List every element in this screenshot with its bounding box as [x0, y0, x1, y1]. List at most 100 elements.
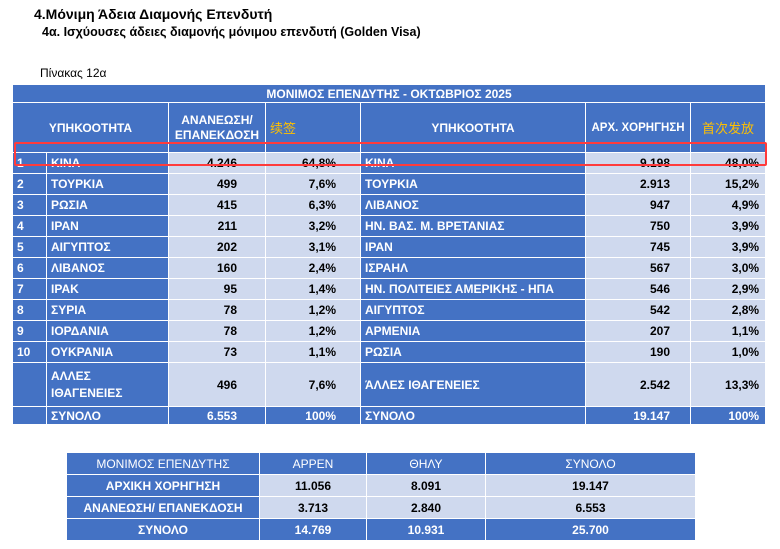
renewal-value: 78 — [168, 320, 266, 342]
country-right: ΗΝ. ΠΟΛΙΤΕΙΕΣ ΑΜΕΡΙΚΗΣ - ΗΠΑ — [360, 278, 586, 300]
country-right: ΤΟΥΡΚΙΑ — [360, 173, 586, 195]
summary-table: ΜΟΝΙΜΟΣ ΕΠΕΝΔΥΤΗΣ ΑΡΡΕΝ ΘΗΛΥ ΣΥΝΟΛΟ ΑΡΧΙ… — [66, 452, 696, 541]
renewal-value: 211 — [168, 215, 266, 237]
renewal-pct: 3,2% — [265, 215, 361, 237]
country-right: ΙΣΡΑΗΛ — [360, 257, 586, 279]
rank-cell: 1 — [12, 152, 47, 174]
rank-cell: 3 — [12, 194, 47, 216]
table-title: ΜΟΝΙΜΟΣ ΕΠΕΝΔΥΤΗΣ - ΟΚΤΩΒΡΙΟΣ 2025 — [11, 84, 767, 103]
renewal-pct: 3,1% — [265, 236, 361, 258]
section-heading: 4.Μόνιμη Άδεια Διαμονής Επενδυτή — [34, 6, 273, 22]
country-left: ΑΙΓΥΠΤΟΣ — [46, 236, 169, 258]
initial-pct: 48,0% — [689, 152, 767, 174]
initial-value: 9.198 — [585, 152, 691, 174]
summary-cell-male: 11.056 — [259, 474, 367, 497]
initial-value: 190 — [585, 341, 691, 363]
table-row: 2 ΤΟΥΡΚΙΑ 499 7,6% ΤΟΥΡΚΙΑ 2.913 15,2% — [12, 173, 767, 195]
renewal-pct: 1,2% — [265, 320, 361, 342]
table-caption: Πίνακας 12α — [40, 66, 107, 80]
others-label-right: ΆΛΛΕΣ ΙΘΑΓΕΝΕΙΕΣ — [360, 362, 586, 407]
renewal-pct: 1,4% — [265, 278, 361, 300]
country-right: ΚΙΝΑ — [360, 152, 586, 174]
country-left: ΣΥΡΙΑ — [46, 299, 169, 321]
table-row: 9 ΙΟΡΔΑΝΙΑ 78 1,2% ΑΡΜΕΝΙΑ 207 1,1% — [12, 320, 767, 342]
renewal-pct: 1,2% — [265, 299, 361, 321]
summary-header: ΜΟΝΙΜΟΣ ΕΠΕΝΔΥΤΗΣ — [66, 452, 260, 475]
initial-pct: 3,9% — [689, 215, 767, 237]
summary-cell-total: 25.700 — [485, 518, 696, 541]
renewal-value: 95 — [168, 278, 266, 300]
header-nationality-right: ΥΠΗΚΟΟΤΗΤΑ — [360, 102, 586, 153]
table-row: 3 ΡΩΣΙΑ 415 6,3% ΛΙΒΑΝΟΣ 947 4,9% — [12, 194, 767, 216]
renewal-value: 78 — [168, 299, 266, 321]
renewal-value: 160 — [168, 257, 266, 279]
initial-zh-annotation: 首次发放 — [702, 122, 755, 137]
initial-pct: 1,1% — [689, 320, 767, 342]
others-label-left: ΑΛΛΕΣ ΙΘΑΓΕΝΕΙΕΣ — [46, 362, 169, 407]
initial-pct: 2,9% — [689, 278, 767, 300]
country-right: ΙΡΑΝ — [360, 236, 586, 258]
initial-value: 567 — [585, 257, 691, 279]
summary-header: ΣΥΝΟΛΟ — [485, 452, 696, 475]
initial-pct: 4,9% — [689, 194, 767, 216]
rank-cell: 7 — [12, 278, 47, 300]
others-initial-pct: 13,3% — [689, 362, 767, 407]
summary-row-label: ΣΥΝΟΛΟ — [66, 518, 260, 541]
total-label-right: ΣΥΝΟΛΟ — [360, 406, 586, 425]
total-initial-pct: 100% — [689, 406, 767, 425]
summary-cell-total: 19.147 — [485, 474, 696, 497]
country-right: ΛΙΒΑΝΟΣ — [360, 194, 586, 216]
summary-cell-female: 2.840 — [366, 496, 486, 519]
initial-pct: 3,0% — [689, 257, 767, 279]
initial-value: 542 — [585, 299, 691, 321]
rank-cell — [12, 362, 47, 407]
summary-cell-total: 6.553 — [485, 496, 696, 519]
table-row: 4 ΙΡΑΝ 211 3,2% ΗΝ. ΒΑΣ. Μ. ΒΡΕΤΑΝΙΑΣ 750 3,9% — [12, 215, 767, 237]
header-nationality-left: ΥΠΗΚΟΟΤΗΤΑ — [12, 102, 169, 153]
initial-value: 750 — [585, 215, 691, 237]
country-left: ΙΡΑΝ — [46, 215, 169, 237]
section-subheading: 4α. Ισχύουσες άδειες διαμονής μόνιμου επ… — [42, 25, 421, 39]
renewal-pct: 64,8% — [265, 152, 361, 174]
summary-row-label: ΑΡΧΙΚΗ ΧΟΡΗΓΗΣΗ — [66, 474, 260, 497]
rank-cell: 6 — [12, 257, 47, 279]
table-row-others: ΑΛΛΕΣ ΙΘΑΓΕΝΕΙΕΣ 496 7,6% ΆΛΛΕΣ ΙΘΑΓΕΝΕΙΕΣ 2… — [12, 362, 767, 407]
initial-value: 207 — [585, 320, 691, 342]
header-initial: ΑΡΧ. ΧΟΡΗΓΗΣΗ — [585, 102, 691, 153]
rank-cell: 5 — [12, 236, 47, 258]
header-renewal: ΑΝΑΝΕΩΣΗ/ ΕΠΑΝΕΚΔΟΣΗ — [168, 102, 266, 153]
rank-cell — [12, 406, 47, 425]
country-left: ΛΙΒΑΝΟΣ — [46, 257, 169, 279]
total-label-left: ΣΥΝΟΛΟ — [46, 406, 169, 425]
table-row: 6 ΛΙΒΑΝΟΣ 160 2,4% ΙΣΡΑΗΛ 567 3,0% — [12, 257, 767, 279]
country-left: ΙΡΑΚ — [46, 278, 169, 300]
renewal-value: 415 — [168, 194, 266, 216]
renewal-value: 202 — [168, 236, 266, 258]
initial-value: 546 — [585, 278, 691, 300]
rank-cell: 10 — [12, 341, 47, 363]
country-left: ΚΙΝΑ — [46, 152, 169, 174]
renewal-pct: 6,3% — [265, 194, 361, 216]
country-left: ΟΥΚΡΑΝΙΑ — [46, 341, 169, 363]
initial-pct: 3,9% — [689, 236, 767, 258]
investor-nationality-table: ΜΟΝΙΜΟΣ ΕΠΕΝΔΥΤΗΣ - ΟΚΤΩΒΡΙΟΣ 2025 ΥΠΗΚΟ… — [11, 84, 767, 425]
country-right: ΑΡΜΕΝΙΑ — [360, 320, 586, 342]
header-renewal-zh-cell: 续签 — [265, 102, 361, 153]
renewal-pct: 2,4% — [265, 257, 361, 279]
country-left: ΤΟΥΡΚΙΑ — [46, 173, 169, 195]
rank-cell: 2 — [12, 173, 47, 195]
others-renewal-value: 496 — [168, 362, 266, 407]
renewal-value: 499 — [168, 173, 266, 195]
table-row: 8 ΣΥΡΙΑ 78 1,2% ΑΙΓΥΠΤΟΣ 542 2,8% — [12, 299, 767, 321]
renewal-value: 73 — [168, 341, 266, 363]
summary-cell-female: 8.091 — [366, 474, 486, 497]
country-left: ΡΩΣΙΑ — [46, 194, 169, 216]
country-right: ΡΩΣΙΑ — [360, 341, 586, 363]
initial-value: 2.913 — [585, 173, 691, 195]
summary-header: ΑΡΡΕΝ — [259, 452, 367, 475]
table-row-total: ΣΥΝΟΛΟ 6.553 100% ΣΥΝΟΛΟ 19.147 100% — [12, 406, 767, 425]
initial-value: 947 — [585, 194, 691, 216]
country-right: ΗΝ. ΒΑΣ. Μ. ΒΡΕΤΑΝΙΑΣ — [360, 215, 586, 237]
rank-cell: 4 — [12, 215, 47, 237]
initial-pct: 1,0% — [689, 341, 767, 363]
